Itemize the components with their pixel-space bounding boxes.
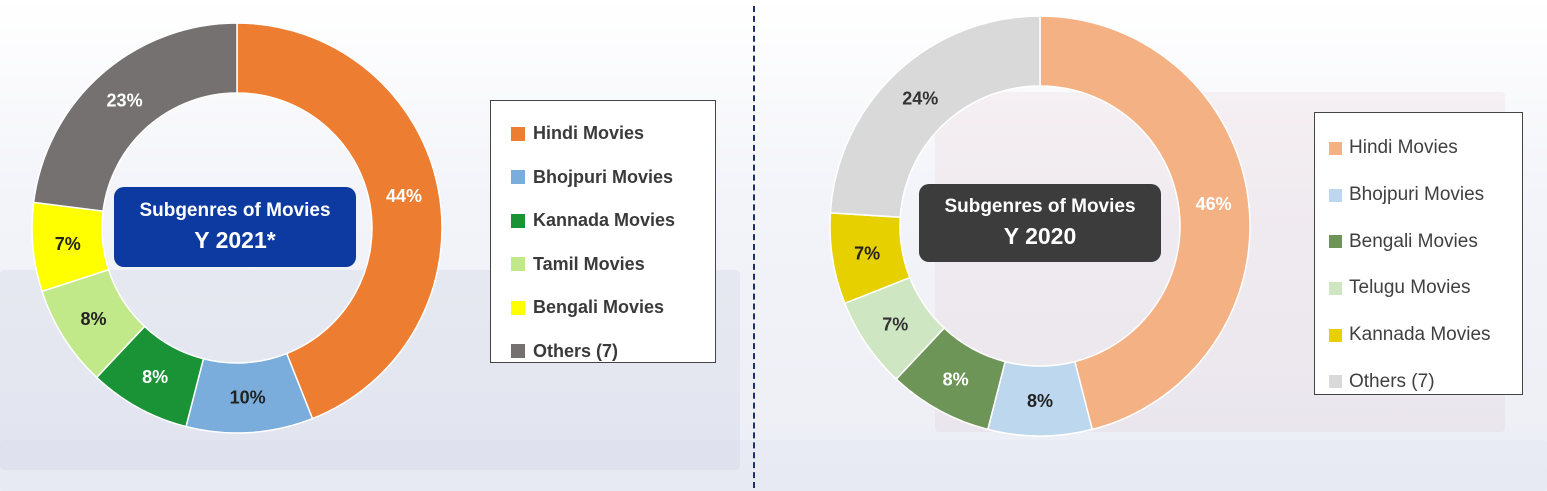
chart-title-2021: Subgenres of Movies [139, 200, 331, 221]
legend-item-hindi-movies-2020: Hindi Movies [1329, 125, 1522, 172]
slice-label-bengali-movies-2020: 8% [943, 369, 969, 389]
chart-title-2020: Subgenres of Movies [944, 196, 1136, 217]
legend-label: Tamil Movies [533, 253, 645, 274]
legend-label: Bengali Movies [533, 297, 665, 318]
slice-label-kannada-movies-2020: 7% [854, 243, 880, 263]
legend-swatch [1329, 141, 1342, 155]
legend-swatch [511, 344, 525, 359]
legend-label: Kannada Movies [1349, 324, 1491, 346]
legend-item-others-7-2020: Others (7) [1329, 358, 1522, 405]
legend-item-bengali-movies-2020: Bengali Movies [1329, 218, 1522, 265]
legend-label: Hindi Movies [533, 123, 645, 144]
slice-label-hindi-movies-2020: 46% [1196, 194, 1232, 214]
chart-subtitle-2021: Y 2021* [194, 227, 276, 253]
legend-swatch [1329, 328, 1342, 342]
legend-swatch [511, 213, 525, 228]
slice-others-7-2020 [829, 15, 1041, 219]
center-title-box-2020: Subgenres of Movies Y 2020 [919, 184, 1161, 262]
slice-label-hindi-movies-2021: 44% [386, 186, 422, 206]
legend-label: Telugu Movies [1349, 277, 1471, 299]
legend-2021: Hindi Movies Bhojpuri Movies Kannada Movie… [490, 100, 716, 363]
slice-others-7-2021 [32, 22, 238, 212]
legend-item-kannada-movies-2020: Kannada Movies [1329, 312, 1522, 359]
donut-chart-2021: 44% 10% 8% 8% 7% 23% [31, 22, 443, 434]
legend-label: Others (7) [533, 340, 619, 361]
slice-label-others-7-2020: 24% [902, 88, 938, 108]
legend-swatch [1329, 375, 1342, 389]
background-floor-shape [0, 440, 1547, 491]
legend-item-kannada-movies-2021: Kannada Movies [511, 199, 715, 243]
legend-swatch [511, 170, 525, 185]
slice-hindi-movies-2020 [1039, 15, 1251, 431]
center-title-box-2021: Subgenres of Movies Y 2021* [114, 187, 356, 267]
legend-label: Hindi Movies [1349, 137, 1458, 159]
slice-label-telugu-movies-2020: 7% [882, 314, 908, 334]
slice-label-kannada-movies-2021: 8% [142, 367, 168, 387]
legend-2020: Hindi Movies Bhojpuri Movies Bengali Movie… [1314, 112, 1523, 395]
legend-item-others-7-2021: Others (7) [511, 330, 715, 374]
donut-chart-2020: 46% 8% 8% 7% 7% 24% [829, 15, 1251, 437]
legend-item-bhojpuri-movies-2020: Bhojpuri Movies [1329, 172, 1522, 219]
legend-item-tamil-movies-2021: Tamil Movies [511, 243, 715, 287]
legend-label: Bhojpuri Movies [533, 166, 674, 187]
legend-item-telugu-movies-2020: Telugu Movies [1329, 265, 1522, 312]
legend-swatch [1329, 281, 1342, 295]
legend-label: Others (7) [1349, 370, 1435, 392]
legend-swatch [511, 300, 525, 315]
legend-swatch [511, 126, 525, 141]
legend-item-bhojpuri-movies-2021: Bhojpuri Movies [511, 156, 715, 200]
legend-item-bengali-movies-2021: Bengali Movies [511, 286, 715, 330]
legend-label: Bhojpuri Movies [1349, 184, 1485, 206]
legend-label: Kannada Movies [533, 210, 676, 231]
slice-label-others-7-2021: 23% [107, 90, 143, 110]
slice-label-bhojpuri-movies-2021: 10% [230, 388, 266, 408]
legend-swatch [1329, 188, 1342, 202]
slice-hindi-movies-2021 [236, 22, 443, 420]
legend-item-hindi-movies-2021: Hindi Movies [511, 112, 715, 156]
slice-label-tamil-movies-2021: 8% [80, 309, 106, 329]
legend-swatch [511, 257, 525, 272]
legend-label: Bengali Movies [1349, 230, 1478, 252]
chart-subtitle-2020: Y 2020 [1003, 223, 1077, 249]
slice-label-bengali-movies-2021: 7% [55, 234, 81, 254]
legend-swatch [1329, 235, 1342, 249]
dashed-divider [753, 6, 755, 488]
slice-label-bhojpuri-movies-2020: 8% [1027, 391, 1053, 411]
